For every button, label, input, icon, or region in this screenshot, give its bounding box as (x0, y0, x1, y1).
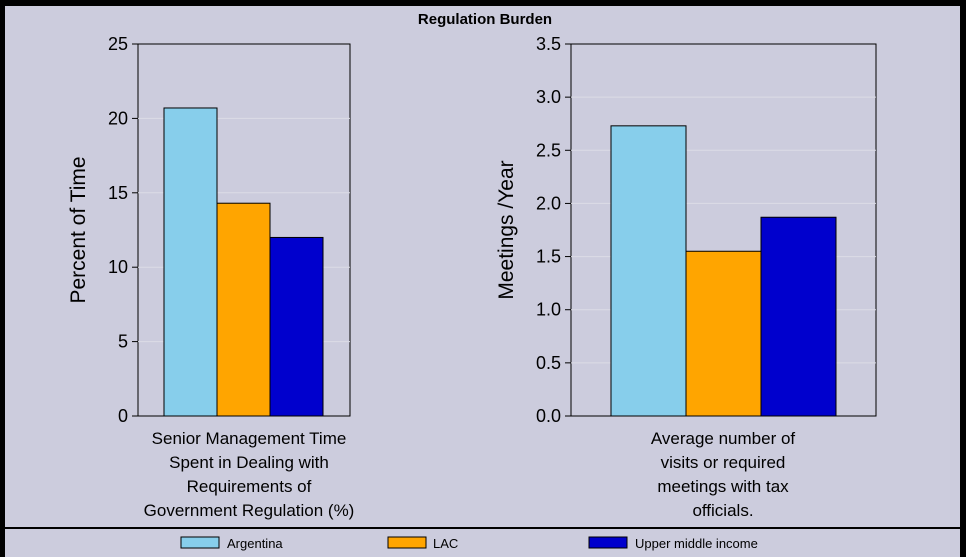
y-tick-label: 1.5 (536, 247, 561, 267)
category-label-line: Average number of (651, 429, 796, 448)
bar-upper-middle-income (269, 236, 324, 417)
panel-left: 0 5 10 15 20 25 Percent of Time Senior Manage… (67, 34, 354, 520)
regulation-burden-chart: Regulation Burden 0 5 10 15 20 25 Percent of … (5, 11, 960, 551)
category-label-line: Senior Management Time (152, 429, 347, 448)
legend-label-argentina: Argentina (227, 536, 283, 551)
chart-frame: Regulation Burden 0 5 10 15 20 25 Percent of … (5, 6, 960, 557)
bar-lac (685, 250, 762, 417)
y-axis-label-right: Meetings /Year (495, 160, 518, 299)
category-label-line: visits or required (661, 453, 786, 472)
legend-swatch-lac (387, 536, 427, 549)
y-tick-label: 2.5 (536, 140, 561, 160)
y-tick-label: 0 (118, 406, 128, 426)
y-tick-label: 3.0 (536, 87, 561, 107)
bar-argentina (163, 107, 218, 417)
y-tick-label: 10 (108, 257, 128, 277)
legend-swatch-upper-middle-income (588, 536, 628, 549)
legend-label-lac: LAC (433, 536, 458, 551)
legend: Argentina LAC Upper middle income (180, 536, 758, 551)
legend-swatch-argentina (180, 536, 220, 549)
y-tick-label: 0.5 (536, 353, 561, 373)
legend-label-upper-middle-income: Upper middle income (635, 536, 758, 551)
panel-right: 0.00.51.01.52.02.53.03.5 Meetings /Year … (495, 34, 877, 520)
bar-lac (216, 202, 271, 417)
category-label-line: Requirements of (187, 477, 312, 496)
chart-title: Regulation Burden (418, 11, 552, 28)
y-tick-label: 5 (118, 332, 128, 352)
y-axis-label-left: Percent of Time (67, 156, 90, 303)
category-label-line: officials. (692, 501, 753, 520)
y-tick-label: 15 (108, 183, 128, 203)
y-tick-label: 3.5 (536, 34, 561, 54)
y-tick-label: 20 (108, 108, 128, 128)
category-label-line: Government Regulation (%) (144, 501, 355, 520)
y-tick-label: 25 (108, 34, 128, 54)
bar-argentina (610, 125, 687, 417)
y-tick-label: 0.0 (536, 406, 561, 426)
y-tick-label: 1.0 (536, 300, 561, 320)
category-label-line: Spent in Dealing with (169, 453, 329, 472)
bar-upper-middle-income (760, 216, 837, 417)
y-tick-label: 2.0 (536, 193, 561, 213)
category-label-line: meetings with tax (657, 477, 789, 496)
